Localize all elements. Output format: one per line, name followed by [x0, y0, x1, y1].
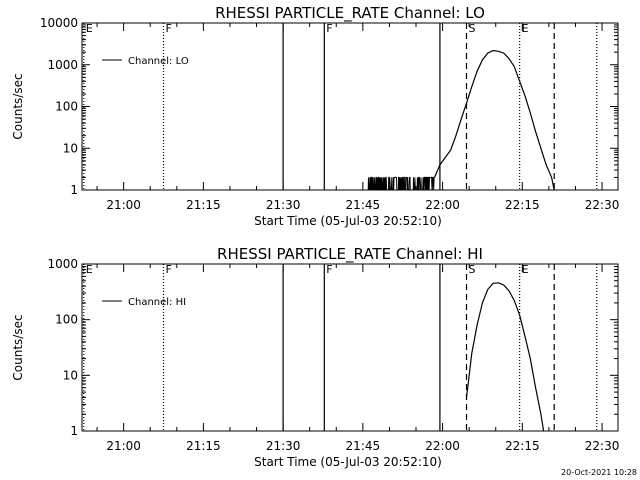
event-marker-label: E: [522, 22, 529, 35]
legend-label: Channel: LO: [128, 56, 189, 67]
legend-label: Channel: HI: [128, 297, 186, 308]
event-marker-label: S: [469, 22, 476, 35]
series-line: [465, 282, 545, 432]
x-axis-label: Start Time (05-Jul-03 20:52:10): [254, 455, 442, 469]
plot-frame: [81, 263, 619, 432]
x-tick-label: 22:00: [425, 198, 460, 212]
x-tick-label: 22:30: [585, 439, 620, 453]
x-tick-label: 22:15: [505, 198, 540, 212]
y-tick-label: 1: [70, 183, 78, 197]
x-tick-label: 22:00: [425, 439, 460, 453]
event-marker-label: F: [166, 22, 172, 35]
y-tick-label: 10: [63, 368, 78, 382]
event-marker-label: S: [469, 263, 476, 276]
x-tick-label: 21:30: [266, 439, 301, 453]
y-tick-label: 1000: [47, 58, 78, 72]
series-noise-line: [367, 176, 435, 191]
event-marker-label: F: [326, 22, 332, 35]
x-tick-label: 22:15: [505, 439, 540, 453]
chart-panel-hi: RHESSI PARTICLE_RATE Channel: HI Start T…: [11, 245, 619, 469]
y-axis-label: Counts/sec: [11, 73, 25, 139]
plot-frame: [81, 22, 619, 191]
x-tick-label: 21:15: [186, 198, 221, 212]
x-tick-label: 21:00: [106, 198, 141, 212]
event-marker-label: F: [326, 263, 332, 276]
y-tick-label: 10000: [40, 16, 78, 30]
x-tick-label: 21:45: [346, 198, 381, 212]
chart-title: RHESSI PARTICLE_RATE Channel: LO: [215, 4, 485, 23]
event-marker-label: E: [86, 22, 93, 35]
event-marker-label: E: [86, 263, 93, 276]
y-axis-label: Counts/sec: [11, 314, 25, 380]
x-tick-label: 21:45: [346, 439, 381, 453]
x-tick-label: 21:30: [266, 198, 301, 212]
y-tick-label: 10: [63, 141, 78, 155]
series-line: [434, 49, 555, 191]
x-tick-label: 22:30: [585, 198, 620, 212]
x-tick-label: 21:00: [106, 439, 141, 453]
y-tick-label: 1000: [47, 257, 78, 271]
y-tick-label: 100: [55, 100, 78, 114]
x-axis-label: Start Time (05-Jul-03 20:52:10): [254, 214, 442, 228]
event-marker-label: F: [166, 263, 172, 276]
chart-title: RHESSI PARTICLE_RATE Channel: HI: [217, 245, 483, 264]
chart-panel-lo: RHESSI PARTICLE_RATE Channel: LO Start T…: [11, 4, 619, 228]
timestamp: 20-Oct-2021 10:28: [561, 468, 637, 477]
x-tick-label: 21:15: [186, 439, 221, 453]
y-tick-label: 100: [55, 313, 78, 327]
y-tick-label: 1: [70, 424, 78, 438]
event-marker-label: E: [522, 263, 529, 276]
